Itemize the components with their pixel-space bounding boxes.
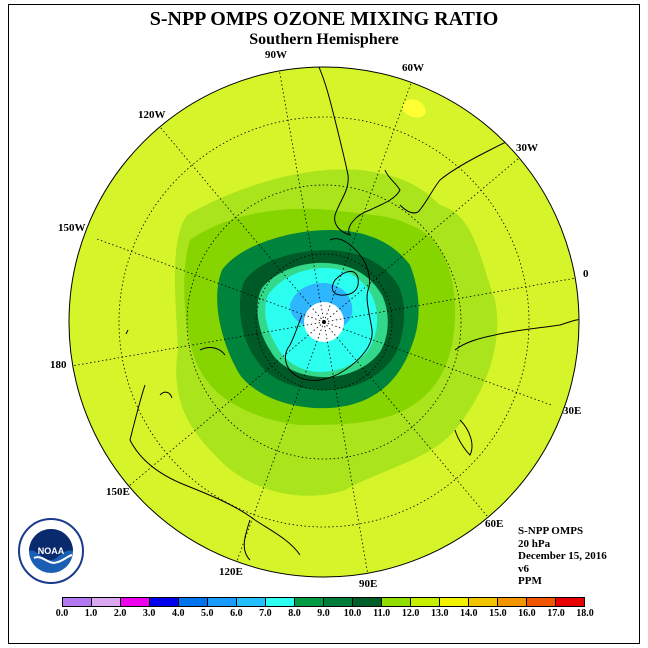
lon-label-30e: 30E [563, 405, 582, 417]
lon-label-30w: 30W [516, 142, 538, 154]
colorbar-tick-label: 12.0 [401, 608, 420, 619]
lon-label-0: 0 [583, 268, 589, 280]
colorbar-swatch [92, 598, 121, 606]
colorbar-swatch [208, 598, 237, 606]
colorbar-tick-label: 0.0 [55, 608, 69, 619]
colorbar-swatch [324, 598, 353, 606]
colorbar-tick-label: 11.0 [373, 608, 391, 619]
coastlines [125, 67, 579, 561]
lon-label-90e: 90E [359, 578, 378, 590]
colorbar-swatch [527, 598, 556, 606]
lon-label-120w: 120W [138, 109, 166, 121]
colorbar [62, 597, 585, 607]
map-subtitle: Southern Hemisphere [249, 31, 399, 48]
colorbar-swatch [179, 598, 208, 606]
lon-label-90w: 90W [265, 49, 287, 61]
colorbar-swatch [237, 598, 266, 606]
lon-label-120e: 120E [219, 566, 243, 578]
colorbar-tick-label: 13.0 [430, 608, 449, 619]
info-date: December 15, 2016 [518, 550, 607, 562]
colorbar-swatch [150, 598, 179, 606]
info-block: S-NPP OMPS 20 hPa December 15, 2016 v6 P… [518, 525, 607, 588]
colorbar-tick-label: 9.0 [317, 608, 330, 619]
colorbar-swatch [556, 598, 584, 606]
colorbar-tick-label: 7.0 [259, 608, 272, 619]
colorbar-swatch [295, 598, 324, 606]
colorbar-tick-label: 5.0 [201, 608, 214, 619]
lon-label-180: 180 [50, 359, 67, 371]
south-pole-marker [322, 320, 326, 324]
map-title: S-NPP OMPS OZONE MIXING RATIO [149, 8, 499, 30]
colorbar-tick-label: 15.0 [489, 608, 507, 619]
colorbar-tick-label: 2.0 [113, 608, 127, 619]
lon-label-60w: 60W [402, 62, 424, 74]
colorbar-tick-label: 17.0 [547, 608, 565, 619]
figure-frame [8, 4, 640, 644]
noaa-logo-text: NOAA [38, 546, 65, 556]
colorbar-swatch [63, 598, 92, 606]
colorbar-tick-label: 10.0 [343, 608, 362, 619]
colorbar-tick-label: 3.0 [142, 608, 156, 619]
graticule [69, 67, 579, 577]
lon-label-150e: 150E [106, 486, 130, 498]
colorbar-tick-label: 4.0 [171, 608, 185, 619]
colorbar-swatch [498, 598, 527, 606]
colorbar-swatch [411, 598, 440, 606]
lon-label-150w: 150W [58, 222, 86, 234]
colorbar-tick-label: 1.0 [84, 608, 98, 619]
colorbar-ticks: 0.0 1.0 2.0 3.0 4.0 5.0 6.0 7.0 8.0 9.0 10.0 11.0 12… [0, 608, 648, 622]
lon-label-60e: 60E [485, 518, 504, 530]
info-units: PPM [518, 575, 542, 587]
colorbar-swatch [353, 598, 382, 606]
colorbar-swatch [440, 598, 469, 606]
info-level: 20 hPa [518, 537, 551, 550]
colorbar-tick-label: 14.0 [460, 608, 478, 619]
globe-border [68, 66, 580, 578]
colorbar-tick-label: 8.0 [288, 608, 301, 619]
info-instrument: S-NPP OMPS [518, 525, 584, 537]
contour-high-13 [401, 99, 426, 118]
colorbar-tick-label: 6.0 [230, 608, 243, 619]
colorbar-tick-label: 18.0 [576, 608, 594, 619]
noaa-logo-icon: NOAA [18, 518, 84, 584]
colorbar-swatch [266, 598, 295, 606]
colorbar-swatch [469, 598, 498, 606]
colorbar-swatch [382, 598, 411, 606]
info-version: v6 [518, 562, 529, 575]
colorbar-tick-label: 16.0 [518, 608, 536, 619]
colorbar-swatch [121, 598, 150, 606]
